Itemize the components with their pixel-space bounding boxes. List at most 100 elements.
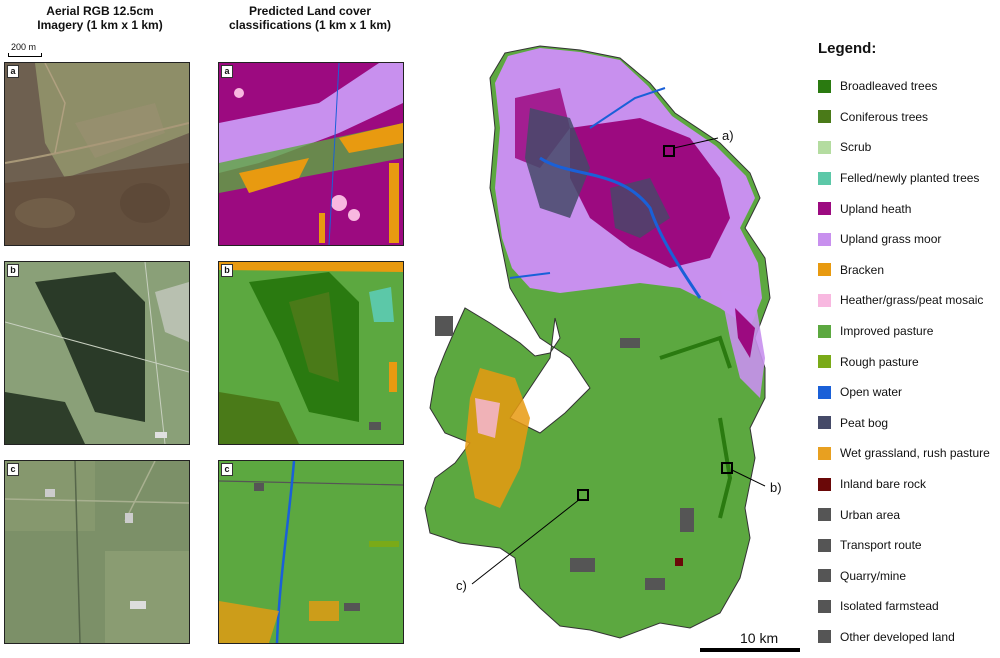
legend-label: Open water xyxy=(840,385,903,400)
legend-item: Transport route xyxy=(818,530,990,561)
aerial-image-a xyxy=(5,63,189,245)
predicted-panel-a-label: a xyxy=(221,65,233,78)
legend-label: Improved pasture xyxy=(840,324,934,339)
legend-item: Peat bog xyxy=(818,408,990,439)
legend-label: Rough pasture xyxy=(840,354,919,369)
legend-swatch xyxy=(818,202,831,216)
legend-swatch xyxy=(818,538,831,552)
legend-item: Other developed land xyxy=(818,622,990,653)
legend-swatch xyxy=(818,477,831,491)
legend-item: Rough pasture xyxy=(818,346,990,377)
legend-swatch xyxy=(818,508,831,522)
predicted-title-line1: Predicted Land cover xyxy=(248,4,372,18)
legend-label: Other developed land xyxy=(840,629,955,644)
legend-swatch xyxy=(818,140,831,154)
aerial-image-c xyxy=(5,461,189,643)
map-urban-1 xyxy=(435,316,453,336)
map-river-1 xyxy=(539,156,702,299)
predicted-column-title: Predicted Land cover classifications (1 … xyxy=(210,4,410,32)
legend-item: Bracken xyxy=(818,255,990,286)
legend-swatch xyxy=(818,446,831,460)
sample-square-b xyxy=(721,462,733,474)
legend-label: Scrub xyxy=(840,140,872,155)
callout-label-c: c) xyxy=(456,578,467,593)
predicted-panel-b: b xyxy=(218,261,404,445)
legend-item: Wet grassland, rush pasture xyxy=(818,438,990,469)
legend-item: Heather/grass/peat mosaic xyxy=(818,285,990,316)
main-scale-label: 10 km xyxy=(740,630,779,646)
leader-line-b xyxy=(731,469,766,487)
legend-label: Heather/grass/peat mosaic xyxy=(840,293,984,308)
map-region-peat-bog xyxy=(525,108,590,218)
legend-item: Felled/newly planted trees xyxy=(818,163,990,194)
legend-swatch xyxy=(818,171,831,185)
legend-item: Broadleaved trees xyxy=(818,71,990,102)
legend-item: Upland grass moor xyxy=(818,224,990,255)
legend-label: Transport route xyxy=(840,538,922,553)
leader-line-a xyxy=(673,137,719,149)
legend-item: Urban area xyxy=(818,499,990,530)
legend-label: Wet grassland, rush pasture xyxy=(840,446,990,461)
map-urban-3 xyxy=(570,558,595,572)
legend-item: Coniferous trees xyxy=(818,102,990,133)
legend-label: Felled/newly planted trees xyxy=(840,171,980,186)
aerial-panel-b-label: b xyxy=(7,264,19,277)
aerial-panel-c: c xyxy=(4,460,190,644)
legend-items: Broadleaved trees Coniferous trees Scrub Fe… xyxy=(818,71,990,652)
legend-swatch xyxy=(818,569,831,583)
map-urban-5 xyxy=(645,578,665,590)
aerial-panel-a-label: a xyxy=(7,65,19,78)
map-urban-2 xyxy=(620,338,640,348)
aerial-title-line2: Imagery (1 km x 1 km) xyxy=(37,18,163,32)
legend-label: Urban area xyxy=(840,507,901,522)
legend-title: Legend: xyxy=(818,40,877,57)
legend-label: Peat bog xyxy=(840,415,889,430)
map-urban-4 xyxy=(680,508,694,532)
aerial-column-title: Aerial RGB 12.5cm Imagery (1 km x 1 km) xyxy=(20,4,180,32)
map-woodland-1 xyxy=(659,335,732,369)
legend-label: Broadleaved trees xyxy=(840,79,938,94)
legend-swatch xyxy=(818,355,831,369)
sample-square-a xyxy=(663,145,675,157)
callout-label-b: b) xyxy=(770,480,782,495)
legend-swatch xyxy=(818,110,831,124)
map-region-heather-west xyxy=(475,398,500,438)
legend-item: Inland bare rock xyxy=(818,469,990,500)
small-scale-label: 200 m xyxy=(11,42,37,52)
predicted-image-c xyxy=(219,461,403,643)
predicted-panel-c: c xyxy=(218,460,404,644)
legend-swatch xyxy=(818,79,831,93)
legend-label: Upland heath xyxy=(840,201,912,216)
map-river-3 xyxy=(509,272,551,279)
predicted-panel-a: a xyxy=(218,62,404,246)
small-scale-line xyxy=(8,53,42,57)
map-bare-rock xyxy=(675,558,683,566)
legend-label: Coniferous trees xyxy=(840,109,929,124)
legend-item: Isolated farmstead xyxy=(818,591,990,622)
legend-label: Quarry/mine xyxy=(840,568,907,583)
map-woodland-2 xyxy=(718,417,733,519)
aerial-title-line1: Aerial RGB 12.5cm xyxy=(46,4,154,18)
predicted-title-line2: classifications (1 km x 1 km) xyxy=(228,18,392,32)
legend-item: Upland heath xyxy=(818,193,990,224)
legend-item: Quarry/mine xyxy=(818,561,990,592)
predicted-panel-b-label: b xyxy=(221,264,233,277)
legend-swatch xyxy=(818,293,831,307)
callout-label-a: a) xyxy=(722,128,734,143)
small-scale-bar: 200 m xyxy=(8,42,42,57)
legend-item: Improved pasture xyxy=(818,316,990,347)
aerial-image-b xyxy=(5,262,189,444)
legend-swatch xyxy=(818,324,831,338)
legend-swatch xyxy=(818,416,831,430)
leader-line-c xyxy=(471,498,581,585)
legend: Legend: Broadleaved trees Coniferous tree… xyxy=(818,40,990,652)
legend-label: Inland bare rock xyxy=(840,477,927,492)
predicted-image-a xyxy=(219,63,403,245)
main-scale-bar xyxy=(700,648,800,652)
map-region-heath-east-2 xyxy=(735,308,755,358)
legend-swatch xyxy=(818,385,831,399)
legend-swatch xyxy=(818,630,831,644)
sample-square-c xyxy=(577,489,589,501)
main-land-cover-map xyxy=(424,45,800,652)
aerial-panel-c-label: c xyxy=(7,463,19,476)
